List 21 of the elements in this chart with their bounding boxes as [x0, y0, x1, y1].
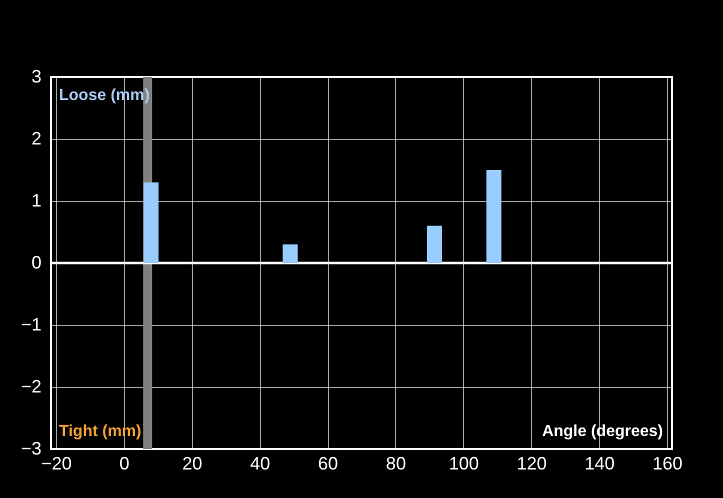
bar — [426, 226, 442, 263]
y-tick-label: 1 — [31, 190, 42, 210]
x-tick-label: 20 — [182, 454, 202, 474]
bar — [282, 244, 298, 263]
x-tick-label: 60 — [318, 454, 338, 474]
bar — [144, 182, 159, 263]
y-tick-label: −1 — [20, 314, 42, 334]
y-tick-label: 0 — [31, 252, 42, 272]
bar — [486, 170, 502, 263]
x-tick-label: 40 — [250, 454, 270, 474]
y-tick-label: 2 — [31, 128, 42, 148]
y-tick-label: −3 — [20, 438, 42, 458]
x-tick-label: 100 — [448, 454, 479, 474]
y-tick-label: 3 — [31, 66, 42, 86]
x-tick-label: 80 — [386, 454, 406, 474]
x-tick-label: −20 — [41, 454, 72, 474]
x-tick-label: 0 — [119, 454, 130, 474]
x-tick-label: 140 — [584, 454, 615, 474]
x-tick-label: 120 — [516, 454, 547, 474]
x-tick-label: 160 — [652, 454, 683, 474]
y-tick-label: −2 — [20, 376, 42, 396]
